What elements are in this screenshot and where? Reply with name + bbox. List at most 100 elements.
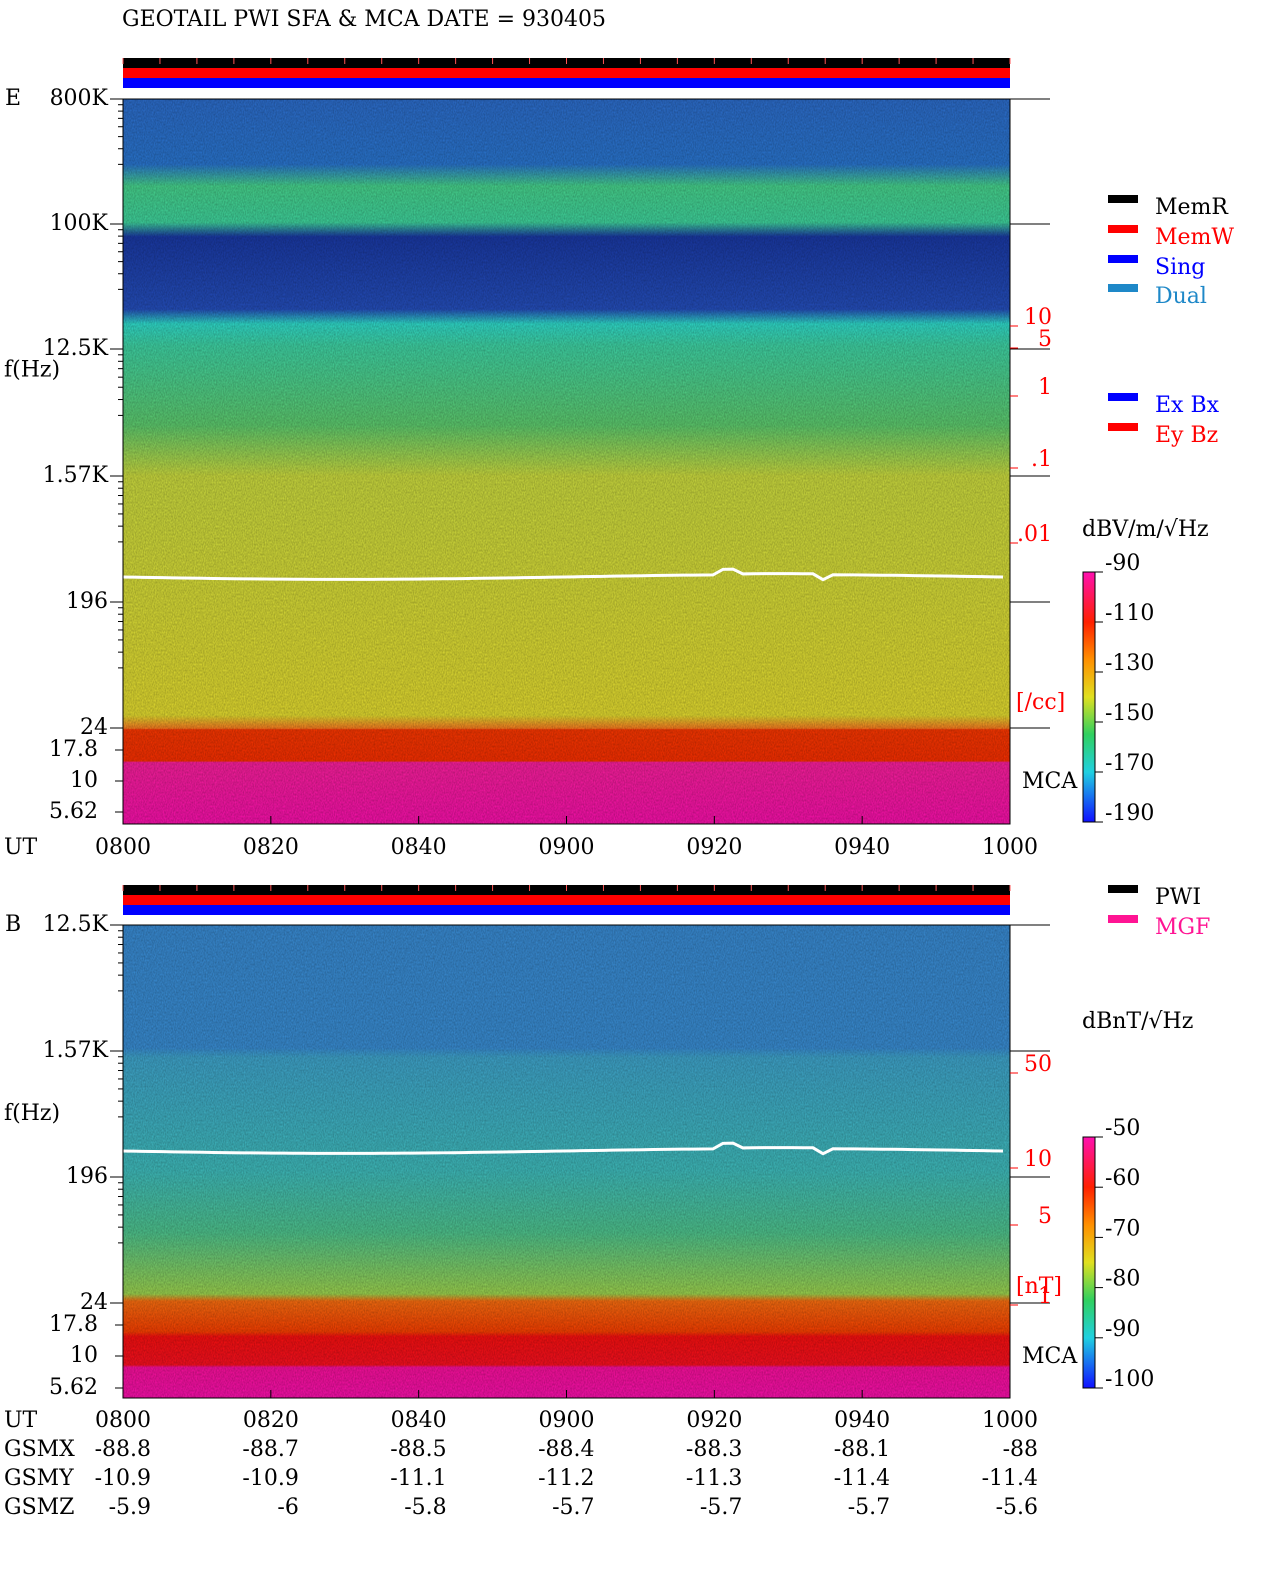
legend-swatch xyxy=(1108,885,1138,893)
panel-label: B xyxy=(5,912,21,937)
mca-label: MCA xyxy=(1022,769,1078,794)
colorbar-tick-label: -150 xyxy=(1105,701,1154,726)
colorbar-tick-label: -110 xyxy=(1105,601,1154,626)
y-tick-label: 24 xyxy=(80,715,108,740)
colorbar-unit: dBV/m/√Hz xyxy=(1082,517,1209,542)
legend-label: MemR xyxy=(1155,195,1229,220)
colorbar-tick-label: -70 xyxy=(1105,1216,1140,1241)
orbit-value: -10.9 xyxy=(242,1466,298,1491)
x-tick-label: 0820 xyxy=(243,1408,299,1433)
orbit-value: -5.6 xyxy=(996,1495,1038,1520)
mca-tick-label: 17.8 xyxy=(49,1312,98,1337)
plasma-line xyxy=(122,1141,1004,1156)
orbit-value: -5.7 xyxy=(700,1495,742,1520)
orbit-value: -88.1 xyxy=(834,1437,890,1462)
y-tick-label: 196 xyxy=(66,1164,108,1189)
mca-tick-label: 10 xyxy=(70,768,98,793)
orbit-value: -88.8 xyxy=(95,1437,151,1462)
orbit-value: -88 xyxy=(1003,1437,1038,1462)
orbit-value: -5.8 xyxy=(404,1495,446,1520)
y-axis-label: f(Hz) xyxy=(4,358,60,383)
legend-label: Ey Bz xyxy=(1155,423,1218,448)
y-tick-label: 1.57K xyxy=(43,463,109,488)
x-axis-label: UT xyxy=(4,835,38,860)
orbit-value: -11.4 xyxy=(834,1466,890,1491)
status-bar xyxy=(123,895,1010,905)
mca-tick-label: 17.8 xyxy=(49,737,98,762)
legend-swatch xyxy=(1108,915,1138,923)
colorbar-tick-label: -90 xyxy=(1105,551,1140,576)
y-tick-label: 100K xyxy=(50,211,109,236)
legend-swatch xyxy=(1108,225,1138,233)
orbit-value: -5.7 xyxy=(552,1495,594,1520)
mca-label: MCA xyxy=(1022,1344,1078,1369)
density-tick-label: 1 xyxy=(1038,375,1052,400)
mca-tick-label: 5.62 xyxy=(49,1375,98,1400)
density-tick-label: 50 xyxy=(1024,1052,1052,1077)
legend-label: Ex Bx xyxy=(1155,393,1220,418)
orbit-value: -11.2 xyxy=(538,1466,594,1491)
orbit-label: GSMZ xyxy=(4,1495,74,1520)
orbit-value: -88.3 xyxy=(686,1437,742,1462)
colorbar-tick-label: -90 xyxy=(1105,1317,1140,1342)
y-tick-label: 1.57K xyxy=(43,1038,109,1063)
orbit-value: -88.7 xyxy=(242,1437,298,1462)
x-tick-label: 0800 xyxy=(95,835,151,860)
colorbar-tick-label: -100 xyxy=(1105,1367,1154,1392)
legend-swatch xyxy=(1108,255,1138,263)
x-tick-label: 1000 xyxy=(982,1408,1038,1433)
mca-tick-label: 10 xyxy=(70,1343,98,1368)
spectrogram-texture xyxy=(123,925,1010,1398)
spectrogram-texture xyxy=(123,99,1010,824)
orbit-value: -10.9 xyxy=(95,1466,151,1491)
legend-swatch xyxy=(1108,393,1138,401)
legend-label: MemW xyxy=(1155,225,1234,250)
orbit-value: -6 xyxy=(277,1495,298,1520)
legend-label: PWI xyxy=(1155,885,1201,910)
legend-label: MGF xyxy=(1155,915,1210,940)
density-tick-label: 1 xyxy=(1038,1284,1052,1309)
density-tick-label: 10 xyxy=(1024,305,1052,330)
orbit-value: -11.4 xyxy=(982,1466,1038,1491)
density-tick-label: .01 xyxy=(1017,522,1052,547)
x-tick-label: 0920 xyxy=(686,835,742,860)
x-tick-label: 0820 xyxy=(243,835,299,860)
colorbar-tick-label: -130 xyxy=(1105,651,1154,676)
orbit-label: GSMY xyxy=(4,1466,74,1491)
orbit-label: GSMX xyxy=(4,1437,75,1462)
x-axis-label: UT xyxy=(4,1408,38,1433)
x-tick-label: 0920 xyxy=(686,1408,742,1433)
density-unit: [nT] xyxy=(1016,1274,1062,1299)
orbit-value: -88.5 xyxy=(390,1437,446,1462)
x-tick-label: 0940 xyxy=(834,835,890,860)
y-tick-label: 12.5K xyxy=(43,336,109,361)
mca-tick-label: 5.62 xyxy=(49,799,98,824)
colorbar-tick-label: -60 xyxy=(1105,1166,1140,1191)
density-tick-label: 5 xyxy=(1038,1204,1052,1229)
x-tick-label: 0940 xyxy=(834,1408,890,1433)
density-tick-label: 10 xyxy=(1024,1147,1052,1172)
colorbar-tick-label: -50 xyxy=(1105,1116,1140,1141)
legend-label: Sing xyxy=(1155,255,1205,280)
x-tick-label: 0840 xyxy=(391,835,447,860)
y-tick-label: 24 xyxy=(80,1290,108,1315)
status-bar xyxy=(123,68,1010,78)
legend-label: Dual xyxy=(1155,284,1207,309)
status-bar xyxy=(123,905,1010,915)
y-tick-label: 12.5K xyxy=(43,912,109,937)
x-tick-label: 0900 xyxy=(539,835,595,860)
x-tick-label: 0840 xyxy=(391,1408,447,1433)
density-unit: [/cc] xyxy=(1016,690,1065,715)
x-tick-label: 1000 xyxy=(982,835,1038,860)
orbit-value: -11.1 xyxy=(390,1466,446,1491)
y-axis-label: f(Hz) xyxy=(4,1101,60,1126)
y-tick-label: 196 xyxy=(66,589,108,614)
x-tick-label: 0800 xyxy=(95,1408,151,1433)
colorbar xyxy=(1082,1136,1096,1389)
legend-swatch xyxy=(1108,284,1138,292)
colorbar-tick-label: -80 xyxy=(1105,1267,1140,1292)
colorbar-tick-label: -190 xyxy=(1105,801,1154,826)
density-tick-label: .1 xyxy=(1031,447,1052,472)
